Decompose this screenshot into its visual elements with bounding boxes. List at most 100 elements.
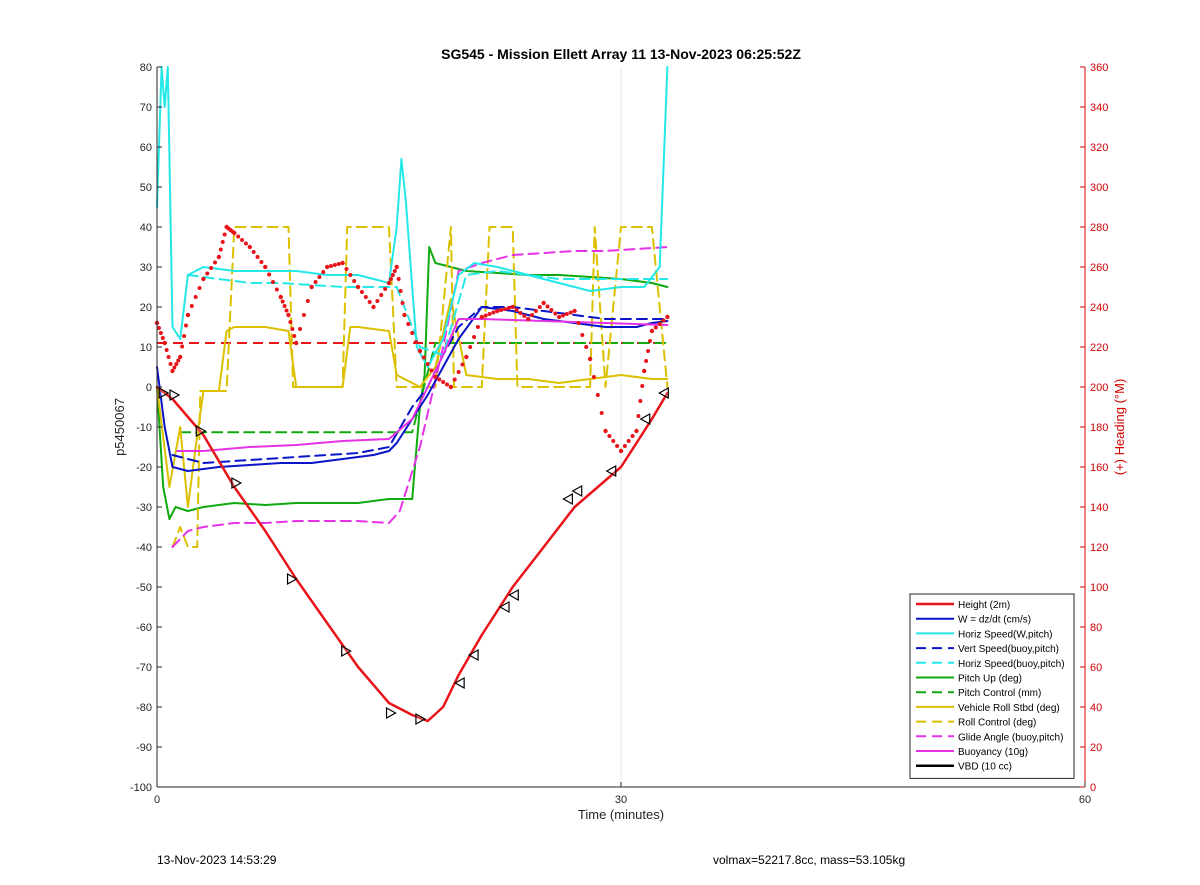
heading-point: [464, 354, 469, 360]
legend-label: Roll Control (deg): [958, 718, 1036, 729]
y-tick-label: -20: [136, 462, 152, 474]
heading-point: [472, 335, 477, 339]
heading-point: [526, 316, 531, 322]
heading-point: [495, 308, 500, 314]
heading-point: [388, 277, 393, 281]
heading-point: [383, 287, 388, 291]
heading-point: [340, 260, 345, 266]
legend-label: Buoyancy (10g): [958, 747, 1028, 758]
series-height-2m: [155, 385, 669, 723]
series-vehicle-roll-stbd-deg: [156, 298, 669, 508]
y2-tick-label: 180: [1090, 422, 1108, 434]
heading-point: [392, 269, 397, 273]
heading-point: [282, 304, 287, 308]
y-tick-label: 20: [140, 302, 152, 314]
heading-point: [414, 340, 419, 344]
heading-point: [180, 344, 185, 349]
x-tick-label: 0: [154, 794, 160, 806]
heading-point: [410, 331, 415, 335]
series-pitch-up-deg: [156, 246, 669, 520]
y2-tick-label: 280: [1090, 222, 1108, 234]
heading-point: [222, 232, 227, 237]
y-tick-label: -70: [136, 662, 152, 674]
footer-params: volmax=52217.8cc, mass=53.105kg: [713, 853, 906, 867]
y2-axis-label: (+) Heading (°M): [1112, 379, 1127, 476]
heading-point: [456, 370, 461, 374]
heading-point: [294, 340, 299, 346]
heading-point: [355, 284, 361, 290]
heading-point: [170, 368, 175, 374]
heading-point: [506, 306, 511, 310]
heading-point: [379, 293, 384, 297]
y2-tick-label: 300: [1090, 182, 1108, 194]
heading-point: [576, 321, 581, 325]
heading-point: [259, 260, 264, 264]
y2-tick-label: 100: [1090, 582, 1108, 594]
heading-point: [174, 362, 179, 366]
y2-tick-label: 320: [1090, 142, 1108, 154]
height-marker-triangle: [286, 572, 298, 586]
heading-point: [452, 377, 457, 382]
heading-point: [184, 323, 188, 328]
series-buoyancy-10g: [176, 318, 669, 452]
y-tick-label: 70: [140, 102, 152, 114]
heading-point: [386, 280, 392, 286]
heading-point: [400, 301, 405, 305]
heading-point: [572, 308, 577, 314]
y-tick-label: 50: [140, 182, 152, 194]
y-tick-label: -10: [136, 422, 152, 434]
heading-point: [348, 273, 353, 277]
heading-point: [344, 267, 349, 271]
y-tick-label: -50: [136, 582, 152, 594]
heading-point: [437, 377, 442, 382]
heading-point: [185, 312, 191, 318]
heading-point: [611, 439, 616, 443]
heading-point: [475, 325, 480, 329]
legend-label: Glide Angle (buoy,pitch): [958, 732, 1063, 743]
heading-point: [537, 305, 542, 309]
y-tick-label: 60: [140, 142, 152, 154]
heading-point: [286, 312, 291, 318]
heading-point: [321, 270, 326, 274]
heading-point: [352, 279, 357, 283]
heading-point: [533, 309, 538, 313]
heading-point: [425, 362, 430, 366]
heading-point: [406, 322, 411, 326]
heading-point: [649, 328, 655, 334]
heading-point: [284, 308, 289, 313]
heading-point: [367, 300, 372, 304]
y2-tick-label: 40: [1090, 702, 1102, 714]
heading-point: [263, 264, 268, 270]
heading-point: [230, 229, 235, 234]
heading-point: [363, 295, 368, 299]
heading-point: [271, 280, 275, 284]
heading-point: [162, 340, 167, 346]
heading-point: [313, 280, 318, 284]
heading-point: [178, 354, 183, 360]
heading-point: [564, 312, 569, 316]
heading-point: [336, 262, 341, 266]
heading-point: [587, 356, 593, 362]
heading-point: [638, 399, 643, 403]
legend-label: Pitch Up (deg): [958, 674, 1022, 685]
heading-point: [514, 308, 519, 312]
heading-point: [584, 345, 589, 349]
heading-point: [441, 380, 446, 384]
y2-tick-label: 120: [1090, 542, 1108, 554]
heading-point: [483, 313, 488, 318]
heading-point: [595, 393, 600, 397]
heading-point: [176, 358, 181, 363]
heading-point: [201, 276, 206, 282]
heading-point: [371, 304, 376, 310]
axes-layer: -100-90-80-70-60-50-40-30-20-10010203040…: [130, 62, 1108, 806]
heading-point: [479, 314, 484, 320]
heading-point: [396, 277, 401, 281]
heading-point: [657, 322, 662, 326]
heading-point: [626, 439, 631, 443]
heading-point: [556, 314, 562, 320]
heading-point: [324, 264, 330, 270]
heading-point: [168, 362, 173, 366]
legend-label: Vert Speed(buoy,pitch): [958, 644, 1059, 655]
y2-tick-label: 60: [1090, 662, 1102, 674]
heading-point: [665, 314, 670, 320]
